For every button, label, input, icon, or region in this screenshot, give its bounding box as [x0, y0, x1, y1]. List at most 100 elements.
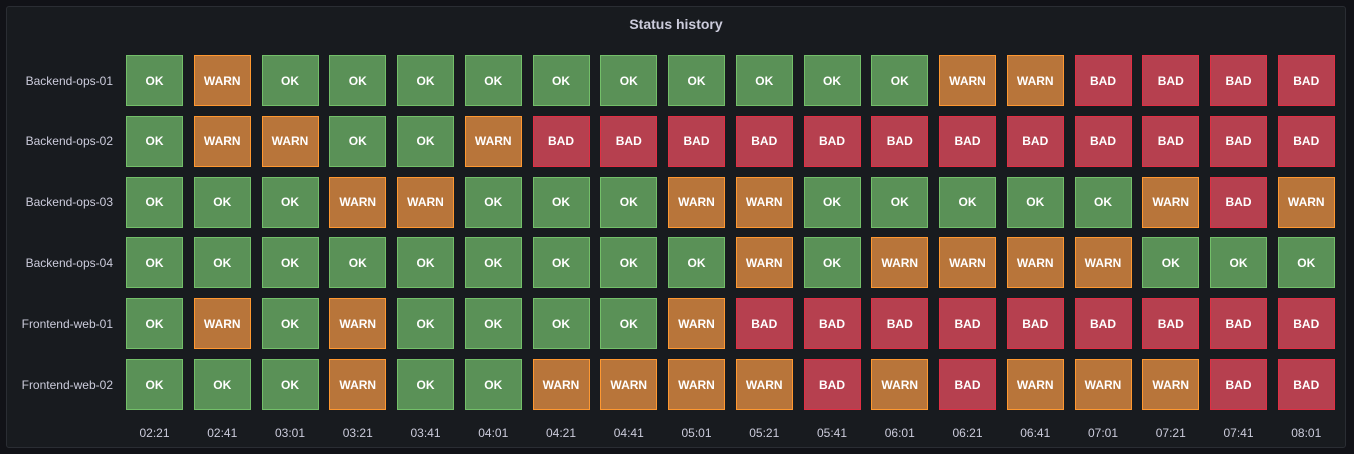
status-cell[interactable]: OK: [1142, 237, 1200, 289]
status-cell[interactable]: OK: [532, 298, 590, 350]
status-cell[interactable]: WARN: [939, 55, 996, 106]
status-cell[interactable]: BAD: [668, 115, 725, 167]
status-cell[interactable]: OK: [1210, 237, 1267, 289]
status-cell[interactable]: WARN: [1006, 55, 1064, 106]
status-cell[interactable]: WARN: [871, 359, 929, 410]
status-cell[interactable]: OK: [532, 237, 590, 289]
status-cell[interactable]: WARN: [193, 55, 251, 106]
status-cell[interactable]: WARN: [1006, 359, 1064, 410]
status-cell[interactable]: WARN: [668, 176, 725, 228]
status-cell[interactable]: OK: [126, 298, 183, 350]
status-cell[interactable]: OK: [126, 176, 183, 228]
status-cell[interactable]: OK: [126, 115, 183, 167]
status-cell[interactable]: OK: [464, 237, 522, 289]
status-cell[interactable]: BAD: [1074, 55, 1132, 106]
status-cell[interactable]: WARN: [329, 359, 387, 410]
status-cell[interactable]: WARN: [735, 237, 793, 289]
status-cell[interactable]: WARN: [193, 298, 251, 350]
status-cell[interactable]: OK: [803, 176, 861, 228]
status-cell[interactable]: OK: [600, 176, 658, 228]
status-cell[interactable]: OK: [397, 237, 454, 289]
status-cell[interactable]: BAD: [939, 115, 996, 167]
status-cell[interactable]: BAD: [803, 359, 861, 410]
status-cell[interactable]: OK: [329, 55, 387, 106]
status-cell[interactable]: OK: [600, 237, 658, 289]
status-cell[interactable]: WARN: [1006, 237, 1064, 289]
status-cell[interactable]: BAD: [803, 298, 861, 350]
status-cell[interactable]: WARN: [735, 176, 793, 228]
status-cell[interactable]: BAD: [1210, 55, 1267, 106]
status-cell[interactable]: WARN: [939, 237, 996, 289]
status-cell[interactable]: OK: [397, 359, 454, 410]
status-cell[interactable]: BAD: [1074, 298, 1132, 350]
status-cell[interactable]: BAD: [1074, 115, 1132, 167]
status-cell[interactable]: BAD: [735, 298, 793, 350]
status-cell[interactable]: WARN: [397, 176, 454, 228]
status-cell[interactable]: BAD: [871, 115, 929, 167]
status-cell[interactable]: OK: [261, 359, 319, 410]
status-cell[interactable]: BAD: [1210, 176, 1267, 228]
status-cell[interactable]: WARN: [464, 115, 522, 167]
status-cell[interactable]: OK: [193, 359, 251, 410]
status-cell[interactable]: BAD: [1210, 115, 1267, 167]
status-cell[interactable]: OK: [803, 55, 861, 106]
status-cell[interactable]: BAD: [939, 359, 996, 410]
status-cell[interactable]: WARN: [329, 176, 387, 228]
status-cell[interactable]: OK: [126, 359, 183, 410]
status-cell[interactable]: BAD: [1277, 359, 1335, 410]
status-cell[interactable]: OK: [464, 359, 522, 410]
status-cell[interactable]: OK: [397, 115, 454, 167]
status-cell[interactable]: OK: [261, 176, 319, 228]
status-cell[interactable]: OK: [600, 55, 658, 106]
status-cell[interactable]: OK: [803, 237, 861, 289]
status-cell[interactable]: WARN: [329, 298, 387, 350]
status-cell[interactable]: OK: [261, 237, 319, 289]
status-cell[interactable]: OK: [261, 55, 319, 106]
status-cell[interactable]: OK: [600, 298, 658, 350]
status-cell[interactable]: OK: [1074, 176, 1132, 228]
status-cell[interactable]: OK: [939, 176, 996, 228]
status-cell[interactable]: OK: [532, 176, 590, 228]
status-cell[interactable]: OK: [668, 55, 725, 106]
status-cell[interactable]: OK: [329, 237, 387, 289]
status-cell[interactable]: BAD: [1277, 115, 1335, 167]
status-cell[interactable]: WARN: [1142, 359, 1200, 410]
status-cell[interactable]: WARN: [261, 115, 319, 167]
status-cell[interactable]: WARN: [532, 359, 590, 410]
status-cell[interactable]: WARN: [1142, 176, 1200, 228]
status-cell[interactable]: OK: [464, 55, 522, 106]
status-cell[interactable]: OK: [126, 237, 183, 289]
status-cell[interactable]: BAD: [532, 115, 590, 167]
status-cell[interactable]: OK: [464, 176, 522, 228]
status-cell[interactable]: BAD: [1277, 55, 1335, 106]
status-cell[interactable]: BAD: [1277, 298, 1335, 350]
status-cell[interactable]: OK: [871, 176, 929, 228]
status-cell[interactable]: WARN: [1074, 359, 1132, 410]
status-cell[interactable]: WARN: [668, 298, 725, 350]
status-cell[interactable]: BAD: [1210, 359, 1267, 410]
status-cell[interactable]: BAD: [871, 298, 929, 350]
status-cell[interactable]: WARN: [871, 237, 929, 289]
status-cell[interactable]: OK: [1006, 176, 1064, 228]
status-cell[interactable]: BAD: [1210, 298, 1267, 350]
status-cell[interactable]: OK: [1277, 237, 1335, 289]
status-cell[interactable]: OK: [329, 115, 387, 167]
status-cell[interactable]: OK: [261, 298, 319, 350]
status-cell[interactable]: BAD: [1142, 298, 1200, 350]
status-cell[interactable]: WARN: [600, 359, 658, 410]
status-cell[interactable]: OK: [464, 298, 522, 350]
status-cell[interactable]: BAD: [1006, 298, 1064, 350]
status-cell[interactable]: OK: [871, 55, 929, 106]
status-cell[interactable]: OK: [735, 55, 793, 106]
status-cell[interactable]: WARN: [668, 359, 725, 410]
status-cell[interactable]: WARN: [193, 115, 251, 167]
status-cell[interactable]: OK: [532, 55, 590, 106]
status-cell[interactable]: BAD: [735, 115, 793, 167]
status-cell[interactable]: BAD: [1142, 115, 1200, 167]
status-cell[interactable]: BAD: [1006, 115, 1064, 167]
status-cell[interactable]: BAD: [1142, 55, 1200, 106]
status-cell[interactable]: OK: [397, 55, 454, 106]
status-cell[interactable]: WARN: [735, 359, 793, 410]
status-cell[interactable]: BAD: [803, 115, 861, 167]
status-cell[interactable]: OK: [397, 298, 454, 350]
